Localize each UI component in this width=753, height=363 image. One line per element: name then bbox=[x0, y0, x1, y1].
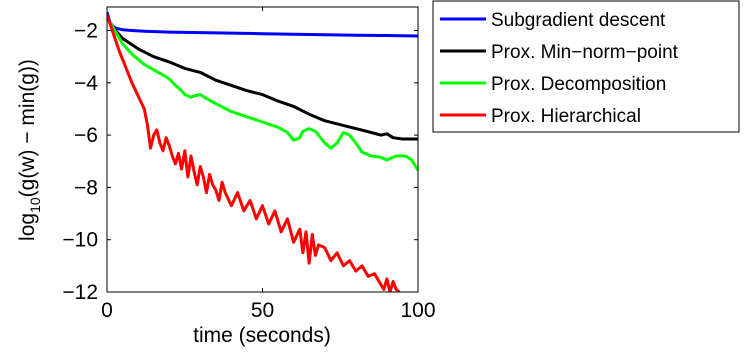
legend-label-0: Subgradient descent bbox=[491, 10, 666, 31]
y-tick-label: −12 bbox=[62, 281, 98, 304]
y-tick-label: −4 bbox=[74, 72, 98, 95]
legend-box bbox=[432, 0, 740, 133]
series-line-3 bbox=[107, 14, 401, 292]
legend-label-2: Prox. Decomposition bbox=[491, 74, 666, 95]
y-axis-title-subscript: 10 bbox=[27, 197, 43, 213]
x-tick-label: 0 bbox=[101, 299, 113, 322]
y-tick-label: −2 bbox=[74, 20, 98, 43]
legend-label-1: Prox. Min−norm−point bbox=[491, 42, 679, 63]
y-axis-title-prefix: log bbox=[16, 213, 39, 241]
x-axis-title: time (seconds) bbox=[193, 324, 331, 347]
series-line-2 bbox=[107, 16, 418, 172]
y-axis-title: log10(g(w) − min(g)) bbox=[16, 59, 43, 241]
legend: Subgradient descent Prox. Min−norm−point P… bbox=[432, 0, 740, 133]
legend-label-3: Prox. Hierarchical bbox=[491, 106, 641, 127]
ticks-layer: 0 50 100 −12 −10 −8 −6 −4 −2 bbox=[62, 7, 436, 322]
y-tick-label: −6 bbox=[74, 124, 98, 147]
series-layer bbox=[107, 11, 418, 292]
y-tick-label: −10 bbox=[62, 229, 98, 252]
series-line-1 bbox=[107, 16, 418, 141]
x-tick-label: 50 bbox=[251, 299, 274, 322]
series-line-0 bbox=[107, 11, 418, 38]
y-axis-title-suffix: (g(w) − min(g)) bbox=[16, 59, 39, 197]
y-tick-label: −8 bbox=[74, 176, 98, 199]
plot-frame bbox=[106, 6, 419, 293]
x-tick-label: 100 bbox=[400, 299, 435, 322]
